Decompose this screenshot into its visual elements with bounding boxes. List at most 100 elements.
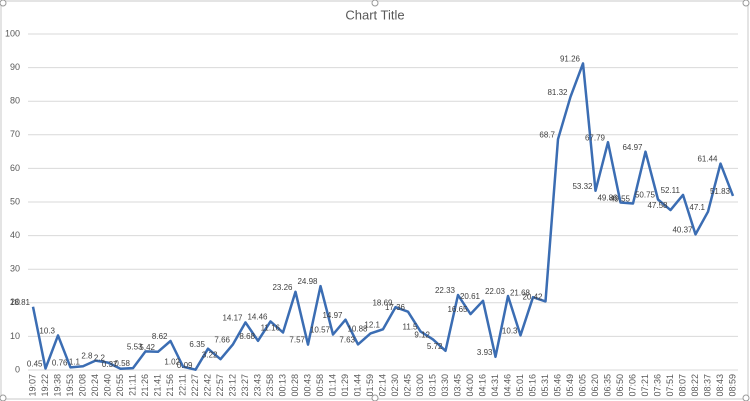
handle [742, 0, 750, 7]
data-label: 61.44 [697, 155, 718, 164]
x-tick-label: 03:00 [415, 374, 425, 397]
data-label: 68.7 [539, 130, 555, 139]
x-tick-label: 23:12 [227, 374, 237, 397]
data-label: 14.46 [247, 313, 268, 322]
data-label: 7.57 [289, 336, 305, 345]
x-tick-label: 23:58 [265, 374, 275, 397]
data-label: 7.66 [214, 335, 230, 344]
data-label: 24.98 [297, 277, 318, 286]
data-label: 10.88 [347, 325, 368, 334]
data-label: 18.69 [372, 298, 393, 307]
x-tick-label: 00:13 [277, 374, 287, 397]
y-tick-label: 70 [10, 129, 20, 139]
x-tick-label: 20:40 [102, 374, 112, 397]
x-tick-label: 20:55 [115, 374, 125, 397]
x-tick-label: 04:16 [477, 374, 487, 397]
x-tick-label: 08:37 [702, 374, 712, 397]
x-tick-label: 05:49 [565, 374, 575, 397]
y-tick-label: 50 [10, 196, 20, 206]
data-label: 47.58 [647, 201, 668, 210]
data-label: 8.68 [239, 332, 255, 341]
data-label: 40.37 [672, 225, 693, 234]
data-label: 52.11 [661, 186, 681, 195]
x-tick-label: 19:53 [65, 374, 75, 397]
data-label: 53.32 [572, 182, 593, 191]
data-label: 67.79 [585, 133, 606, 142]
data-label: 2.2 [94, 354, 106, 363]
data-label: 49.55 [610, 195, 631, 204]
y-tick-label: 90 [10, 62, 20, 72]
data-label: 22.03 [485, 287, 506, 296]
x-tick-label: 08:43 [715, 374, 725, 397]
handle [742, 394, 750, 401]
data-label: 5.53 [127, 343, 143, 352]
data-label: 18.81 [10, 298, 31, 307]
x-tick-label: 01:29 [340, 374, 350, 397]
data-label: 3.93 [477, 348, 493, 357]
x-tick-label: 21:26 [140, 374, 150, 397]
data-label: 8.62 [152, 332, 168, 341]
x-tick-label: 22:57 [215, 374, 225, 397]
data-label: 14.17 [222, 313, 243, 322]
x-tick-label: 01:14 [327, 374, 337, 397]
x-tick-label: 05:31 [540, 374, 550, 397]
x-tick-label: 07:36 [652, 374, 662, 397]
x-tick-label: 04:46 [502, 374, 512, 397]
data-label: 1.02 [164, 358, 180, 367]
x-tick-label: 02:14 [377, 374, 387, 397]
x-tick-label: 04:00 [465, 374, 475, 397]
x-tick-label: 07:51 [665, 374, 675, 397]
y-tick-label: 0 [15, 364, 20, 374]
data-label: 0.76 [52, 359, 68, 368]
x-tick-label: 19:07 [27, 374, 37, 397]
x-tick-label: 23:43 [252, 374, 262, 397]
handle [371, 394, 379, 401]
x-tick-label: 08:07 [677, 374, 687, 397]
x-tick-label: 22:11 [177, 374, 187, 396]
x-tick-label: 01:59 [365, 374, 375, 397]
y-tick-label: 60 [10, 163, 20, 173]
x-tick-label: 05:46 [552, 374, 562, 397]
x-tick-label: 19:22 [40, 374, 50, 397]
x-tick-label: 03:15 [427, 374, 437, 397]
data-label: 64.97 [622, 143, 643, 152]
x-tick-label: 06:50 [615, 374, 625, 397]
data-label: 0.58 [114, 359, 130, 368]
data-label: 11.16 [261, 324, 281, 333]
chart-title: Chart Title [345, 7, 404, 22]
data-label: 20.61 [460, 292, 481, 301]
data-label: 7.63 [339, 335, 355, 344]
x-tick-label: 07:21 [640, 374, 650, 397]
x-tick-label: 08:59 [727, 374, 737, 397]
x-tick-label: 02:30 [390, 374, 400, 397]
data-label: 91.26 [560, 54, 581, 63]
x-tick-label: 22:27 [190, 374, 200, 397]
data-label: 22.33 [435, 286, 456, 295]
x-tick-label: 00:43 [302, 374, 312, 397]
data-label: 9.12 [414, 330, 430, 339]
data-label: 5.42 [139, 343, 155, 352]
data-label: 10.3 [502, 327, 518, 336]
x-tick-label: 06:20 [590, 374, 600, 397]
data-label: 6.35 [189, 340, 205, 349]
y-tick-label: 100 [5, 28, 20, 38]
x-tick-label: 08:22 [690, 374, 700, 397]
x-tick-label: 02:45 [402, 374, 412, 397]
x-tick-label: 01:44 [352, 374, 362, 397]
data-label: 21.68 [510, 288, 531, 297]
data-label: 14.97 [322, 311, 343, 320]
data-label: 3.22 [202, 350, 218, 359]
data-label: 51.83 [710, 187, 731, 196]
data-label: 2.8 [81, 352, 93, 361]
data-label: 1.1 [69, 357, 81, 366]
x-tick-label: 00:28 [290, 374, 300, 397]
data-label: 0.37 [102, 360, 118, 369]
x-tick-label: 06:35 [602, 374, 612, 397]
y-tick-label: 40 [10, 230, 20, 240]
data-label: 11.5 [403, 322, 419, 331]
data-label: 47.1 [689, 203, 705, 212]
data-label: 20.42 [522, 292, 543, 301]
x-tick-label: 03:45 [452, 374, 462, 397]
